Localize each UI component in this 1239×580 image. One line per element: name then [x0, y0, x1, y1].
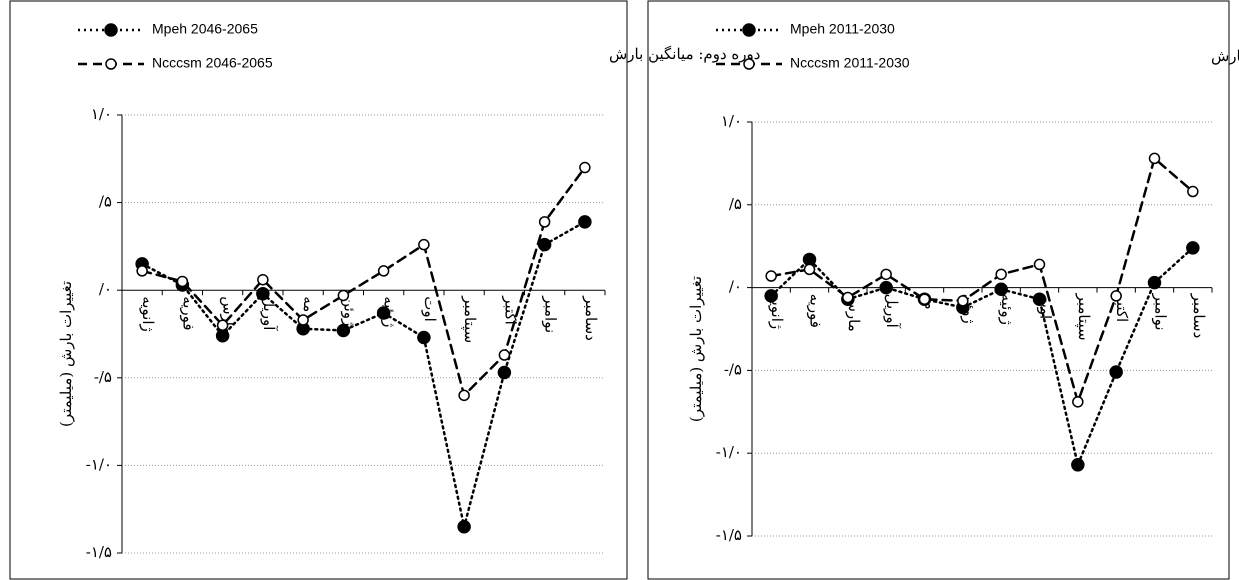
- data-point: [256, 286, 270, 301]
- data-point: [216, 319, 229, 331]
- x-tick-label: اکتبر: [501, 295, 519, 325]
- data-point: [297, 314, 309, 326]
- x-tick-label: آوریل: [883, 294, 901, 329]
- data-point: [995, 268, 1007, 281]
- data-point: [1148, 152, 1161, 165]
- y-tick-label: /۰: [729, 278, 742, 296]
- x-tick-label: فوریه: [807, 294, 825, 328]
- series-line: [769, 246, 1195, 469]
- legend-marker: [105, 58, 117, 70]
- x-tick-label: ژوئن: [340, 296, 358, 326]
- data-point: [377, 265, 390, 277]
- legend-label: Ncccsm 2011-2030: [790, 55, 910, 71]
- data-point: [842, 291, 854, 304]
- x-tick-label: نوامبر: [542, 295, 560, 333]
- data-point: [765, 270, 777, 282]
- data-point: [1033, 258, 1046, 271]
- data-point: [336, 323, 351, 338]
- data-point: [803, 263, 816, 276]
- data-point: [498, 349, 511, 361]
- data-point: [1071, 458, 1085, 472]
- data-point: [994, 282, 1008, 297]
- y-tick-label: -/۵: [724, 360, 742, 378]
- y-tick-label: -۱/۰: [716, 443, 742, 461]
- y-tick-label: -۱/۵: [86, 543, 112, 561]
- data-point: [337, 289, 350, 302]
- legend-label: Mpeh 2011-2030: [790, 21, 895, 37]
- y-tick-label: -۱/۰: [86, 455, 112, 473]
- data-point: [136, 265, 148, 277]
- data-point: [417, 330, 431, 345]
- data-point: [1109, 365, 1123, 379]
- data-point: [764, 289, 778, 303]
- y-tick-label: ۱/۰: [721, 112, 742, 130]
- series-line: [769, 156, 1195, 406]
- data-point: [376, 306, 391, 320]
- legend-marker: [104, 23, 118, 37]
- x-tick-label: فوریه: [179, 296, 197, 330]
- data-point: [538, 216, 551, 228]
- panel-frame: [9, 0, 628, 580]
- data-point: [1147, 275, 1162, 290]
- data-point: [1032, 292, 1047, 306]
- y-axis-label: تغییرات بارش (میلیمتر): [687, 276, 705, 422]
- data-point: [1186, 241, 1200, 255]
- x-tick-label: نوامبر: [1152, 293, 1170, 331]
- data-point: [957, 295, 969, 307]
- series-line: [140, 166, 587, 398]
- chart-title: دوره اول: میانگین بارش: [1211, 47, 1239, 65]
- y-tick-label: /۵: [99, 193, 112, 211]
- data-point: [918, 293, 931, 305]
- legend-label: Mpeh 2046-2065: [152, 21, 258, 37]
- legend-marker: [743, 58, 755, 70]
- data-point: [537, 237, 552, 252]
- data-point: [458, 389, 470, 402]
- x-tick-label: سپتامبر: [461, 295, 479, 343]
- panel-frame: [647, 0, 1230, 580]
- data-point: [880, 268, 892, 281]
- data-point: [879, 280, 893, 295]
- y-tick-label: -۱/۵: [716, 526, 742, 544]
- x-tick-label: مه: [300, 296, 318, 312]
- x-tick-label: سپتامبر: [1075, 293, 1093, 341]
- x-tick-label: دسامبر: [582, 295, 600, 341]
- data-point: [1187, 185, 1199, 198]
- x-tick-label: ژوئیه: [998, 294, 1016, 325]
- data-point: [497, 365, 512, 380]
- data-point: [579, 161, 591, 174]
- data-point: [1072, 396, 1084, 408]
- x-tick-label: آوریل: [260, 296, 278, 331]
- y-tick-label: /۵: [729, 195, 742, 213]
- data-point: [1110, 290, 1122, 302]
- y-tick-label: /۰: [99, 280, 112, 298]
- x-tick-label: ژانویه: [768, 294, 786, 330]
- data-point: [457, 519, 471, 534]
- data-point: [418, 238, 430, 251]
- data-point: [215, 329, 230, 343]
- x-tick-label: دسامبر: [1190, 293, 1208, 339]
- data-point: [257, 273, 269, 286]
- y-axis-label: تغییرات بارش (میلیمتر): [57, 281, 75, 427]
- x-tick-label: اوت: [421, 296, 439, 322]
- x-tick-label: ژانویه: [139, 296, 157, 332]
- data-point: [176, 275, 189, 288]
- y-tick-label: ۱/۰: [91, 105, 112, 123]
- chart-title: دوره دوم: میانگین بارش: [609, 45, 760, 63]
- series-line: [140, 220, 587, 528]
- legend-label: Ncccsm 2046-2065: [152, 55, 273, 71]
- data-point: [578, 215, 592, 229]
- y-tick-label: -/۵: [94, 368, 112, 386]
- legend-marker: [742, 23, 756, 37]
